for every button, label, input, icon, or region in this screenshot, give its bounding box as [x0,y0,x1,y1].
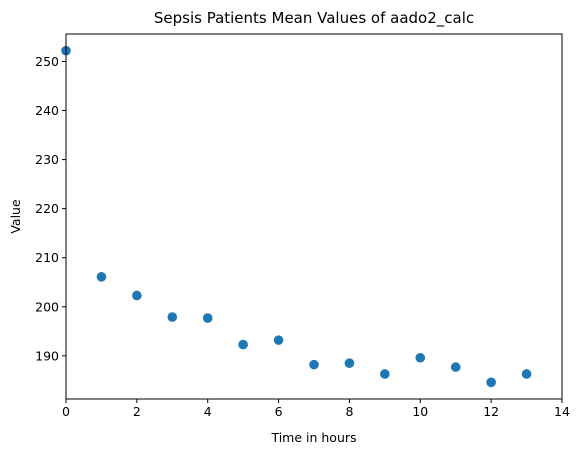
data-point [521,369,532,379]
x-tick-label: 12 [483,404,499,419]
x-tick-label: 4 [204,404,212,419]
x-axis-label: Time in hours [270,430,356,445]
y-tick-label: 250 [35,54,59,69]
data-point [450,362,461,372]
y-tick-label: 230 [35,152,59,167]
data-point [380,369,390,379]
data-point [309,359,319,370]
data-point [415,352,426,363]
y-tick-label: 190 [35,348,59,363]
y-tick-label: 220 [35,201,59,216]
data-point [202,313,213,323]
plot-frame [65,33,563,400]
axis-ticks: 0 2 4 6 8 10 12 14 190 200 210 220 230 240 250 [35,54,570,419]
data-point [486,377,496,388]
y-tick-label: 200 [35,299,59,314]
data-point [238,339,248,350]
x-tick-label: 0 [62,404,70,419]
x-tick-label: 10 [412,404,428,419]
data-point [167,312,178,322]
data-point [273,335,284,345]
x-tick-label: 6 [275,404,283,419]
y-tick-label: 210 [35,250,59,265]
x-tick-label: 14 [554,404,570,419]
x-tick-label: 8 [345,404,353,419]
data-point [344,358,355,368]
x-tick-label: 2 [133,404,141,419]
y-tick-label: 240 [35,103,59,118]
data-point [132,290,142,301]
y-axis-label: Value [8,199,23,234]
data-point [96,272,107,282]
chart-title: Sepsis Patients Mean Values of aado2_cal… [154,9,474,28]
